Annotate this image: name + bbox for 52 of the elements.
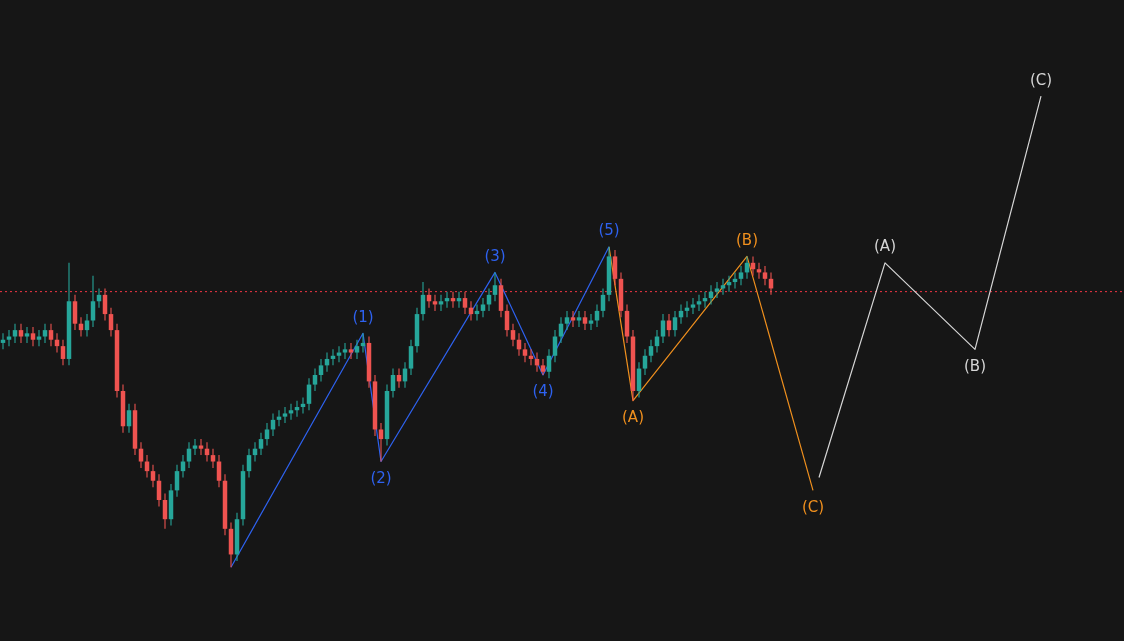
candlestick bbox=[186, 442, 192, 468]
candlestick bbox=[570, 310, 576, 327]
annotation: (4) bbox=[532, 382, 554, 401]
annotation: (B) bbox=[964, 356, 986, 375]
candlestick bbox=[576, 310, 582, 327]
candlestick bbox=[210, 448, 216, 468]
candlestick bbox=[12, 323, 18, 343]
candlestick bbox=[48, 323, 54, 347]
candlestick bbox=[30, 326, 36, 347]
candlestick bbox=[192, 439, 198, 456]
text: (C) bbox=[1029, 70, 1053, 89]
annotation: (C) bbox=[801, 497, 825, 516]
candlestick bbox=[762, 266, 768, 286]
candlestick bbox=[138, 442, 144, 468]
candlestick bbox=[348, 342, 354, 359]
candlestick bbox=[714, 282, 720, 299]
candlestick bbox=[150, 464, 156, 488]
annotation: (A) bbox=[874, 237, 896, 256]
text: (5) bbox=[598, 221, 620, 240]
candlestick bbox=[198, 439, 204, 456]
candlestick bbox=[642, 349, 648, 375]
candlestick bbox=[672, 310, 678, 337]
candlestick bbox=[510, 323, 516, 347]
candlestick bbox=[738, 266, 744, 286]
candlestick bbox=[378, 423, 384, 462]
candlestick bbox=[24, 326, 30, 343]
candlestick bbox=[354, 339, 360, 359]
candlestick bbox=[564, 310, 570, 331]
annotation: (3) bbox=[484, 246, 506, 265]
candlestick bbox=[312, 368, 318, 392]
candlestick bbox=[90, 275, 96, 327]
candlestick bbox=[492, 272, 498, 302]
candlestick bbox=[462, 291, 468, 315]
candlestick bbox=[258, 432, 264, 456]
annotation: (A) bbox=[622, 408, 644, 427]
annotation: (2) bbox=[370, 468, 392, 487]
candlestick bbox=[42, 323, 48, 343]
candlestick bbox=[648, 339, 654, 363]
candlestick bbox=[690, 298, 696, 315]
candlestick bbox=[18, 323, 24, 343]
candlestick bbox=[558, 317, 564, 343]
candlestick bbox=[540, 358, 546, 375]
candlestick bbox=[522, 342, 528, 363]
candlestick bbox=[594, 304, 600, 327]
candlestick bbox=[282, 407, 288, 424]
candlestick bbox=[264, 423, 270, 446]
candlestick bbox=[342, 342, 348, 359]
annotation: (B) bbox=[736, 230, 758, 249]
candlestick bbox=[318, 358, 324, 382]
annotation: (1) bbox=[352, 307, 374, 326]
candlestick bbox=[480, 298, 486, 318]
candlestick bbox=[582, 310, 588, 331]
